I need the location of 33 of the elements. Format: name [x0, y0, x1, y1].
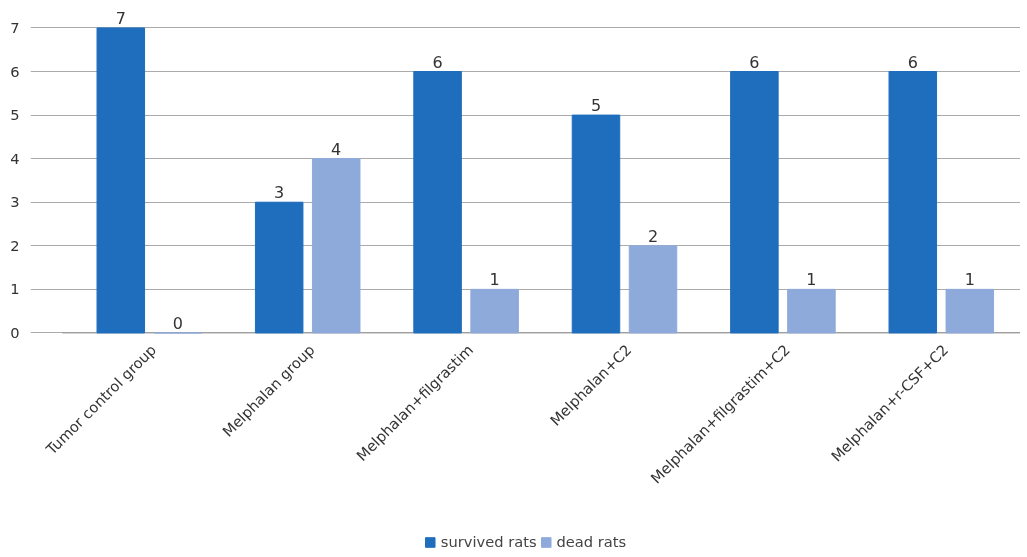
y-tick-label: 5	[10, 106, 20, 124]
y-tick-label: 0	[10, 323, 20, 341]
data-label: 5	[590, 96, 602, 116]
bar	[311, 158, 361, 334]
bar	[96, 27, 146, 334]
y-tick-label: 4	[10, 149, 20, 167]
data-label: 2	[647, 226, 659, 246]
y-tick-label: 7	[10, 18, 20, 36]
data-label: 1	[806, 270, 817, 290]
bar	[470, 288, 519, 334]
data-label: 4	[331, 139, 342, 159]
data-label: 0	[172, 313, 183, 333]
y-tick-label: 6	[10, 62, 20, 80]
bar	[945, 288, 995, 334]
bar	[571, 114, 621, 334]
y-tick-label: 3	[10, 193, 20, 211]
data-label: 6	[749, 52, 760, 72]
bar	[628, 245, 678, 334]
data-label: 1	[489, 270, 500, 290]
legend-label: dead rats	[556, 533, 627, 550]
bar	[888, 71, 938, 334]
bar	[787, 288, 836, 334]
y-tick-label: 1	[10, 280, 20, 298]
legend-label: survived rats	[440, 533, 537, 550]
data-label: 7	[115, 8, 126, 28]
data-label: 6	[432, 52, 443, 72]
bar	[254, 201, 304, 334]
data-label: 1	[964, 270, 975, 290]
data-label: 3	[274, 183, 285, 203]
y-tick-label: 2	[10, 236, 20, 254]
bar	[730, 71, 779, 334]
bar	[413, 71, 462, 334]
data-label: 6	[907, 52, 918, 72]
